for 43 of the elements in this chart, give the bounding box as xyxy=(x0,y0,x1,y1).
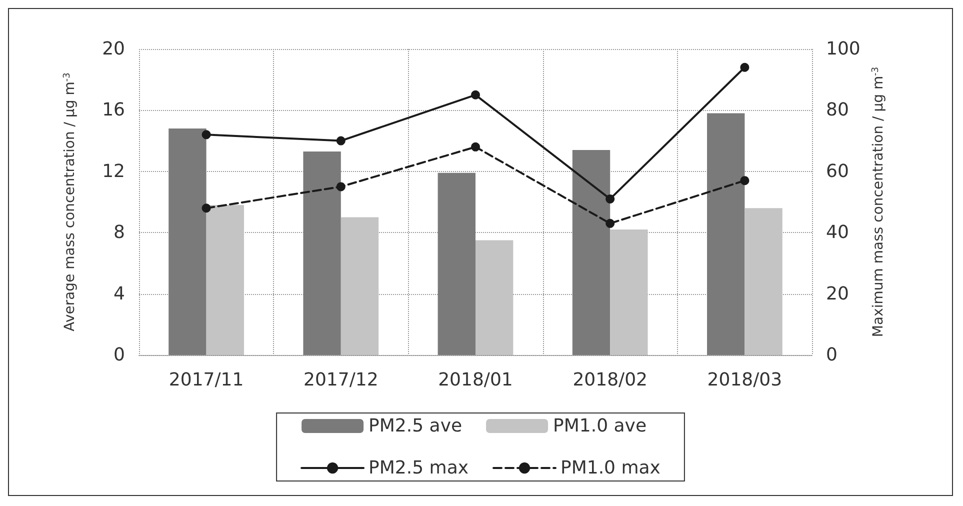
bar xyxy=(168,128,206,355)
y-axis-title: Average mass concentration / μg m-3 xyxy=(62,72,78,332)
x-tick-label: 2017/11 xyxy=(168,370,244,390)
x-tick-label: 2017/12 xyxy=(304,370,378,390)
bar xyxy=(572,150,610,355)
point xyxy=(202,130,211,140)
bar xyxy=(340,217,379,355)
y2-axis-title: Maximum mass concentration / μg m-3 xyxy=(870,66,886,338)
y2-tick-label: 100 xyxy=(826,38,860,60)
y-tick-label: 20 xyxy=(102,38,125,60)
point xyxy=(740,176,750,186)
legend-label: PM2.5 max xyxy=(368,458,469,478)
bar xyxy=(438,172,476,355)
point xyxy=(336,182,346,192)
legend-label: PM1.0 ave xyxy=(553,416,647,436)
legend-label: PM1.0 max xyxy=(560,458,661,478)
point xyxy=(471,90,480,100)
point xyxy=(606,194,615,204)
point xyxy=(606,218,615,228)
point xyxy=(202,204,211,213)
y-tick-label: 4 xyxy=(114,283,125,304)
y-tick-label: 16 xyxy=(102,100,125,121)
y2-tick-label: 80 xyxy=(826,100,849,121)
bar xyxy=(707,113,745,355)
y-tick-label: 0 xyxy=(114,344,125,366)
bar xyxy=(303,152,341,355)
point xyxy=(740,62,750,72)
y-tick-label: 8 xyxy=(114,222,125,244)
y2-tick-label: 0 xyxy=(826,344,838,366)
x-tick-label: 2018/03 xyxy=(707,370,782,390)
bar xyxy=(206,205,244,355)
point xyxy=(336,136,346,146)
legend-label: PM2.5 ave xyxy=(368,416,462,436)
y2-tick-label: 20 xyxy=(826,283,849,304)
x-tick-label: 2018/02 xyxy=(572,370,648,390)
bar xyxy=(476,240,514,355)
point xyxy=(471,142,480,152)
x-tick-label: 2018/01 xyxy=(438,370,513,390)
y2-tick-label: 40 xyxy=(826,222,849,244)
y2-tick-label: 60 xyxy=(826,160,849,182)
bar xyxy=(744,208,782,355)
y-tick-label: 12 xyxy=(102,160,125,182)
bar xyxy=(610,230,648,355)
